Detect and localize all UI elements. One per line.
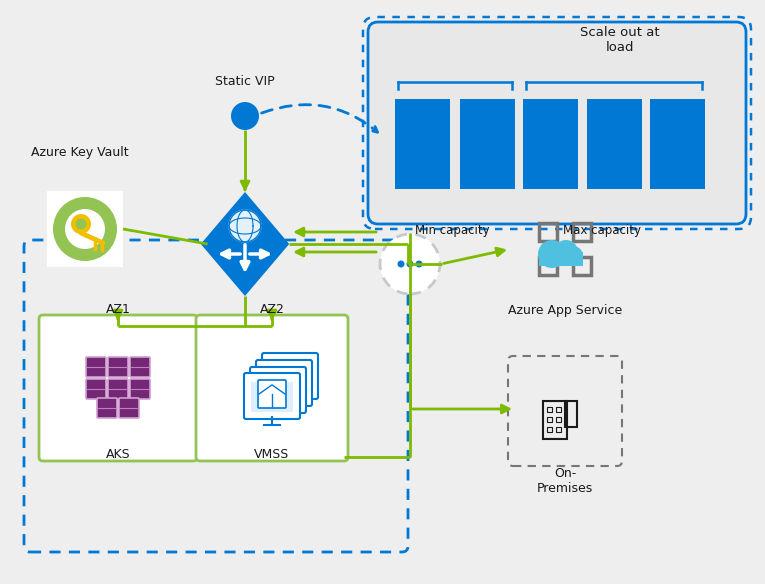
FancyBboxPatch shape — [39, 315, 197, 461]
FancyBboxPatch shape — [86, 357, 106, 377]
Bar — [543, 401, 567, 439]
Circle shape — [65, 209, 105, 249]
Bar — [251, 382, 293, 412]
Bar — [546, 416, 552, 422]
Bar — [539, 223, 557, 241]
FancyBboxPatch shape — [250, 367, 306, 413]
Circle shape — [53, 197, 117, 261]
Bar — [539, 252, 583, 266]
Circle shape — [231, 102, 259, 130]
Bar — [555, 406, 561, 412]
Bar — [565, 401, 577, 427]
FancyBboxPatch shape — [97, 398, 117, 418]
Bar — [523, 99, 578, 189]
Polygon shape — [200, 192, 289, 296]
FancyBboxPatch shape — [368, 22, 746, 224]
FancyBboxPatch shape — [119, 398, 139, 418]
Text: Min capacity: Min capacity — [415, 224, 490, 237]
Bar — [269, 362, 311, 392]
Bar — [47, 191, 123, 267]
Bar — [546, 406, 552, 412]
Circle shape — [76, 218, 86, 230]
Bar — [650, 99, 705, 189]
Bar — [573, 257, 591, 275]
Text: AZ2: AZ2 — [259, 303, 285, 316]
Text: Azure App Service: Azure App Service — [508, 304, 622, 317]
Bar — [460, 99, 515, 189]
Text: AKS: AKS — [106, 448, 130, 461]
Circle shape — [380, 234, 440, 294]
Bar — [263, 369, 305, 399]
Circle shape — [229, 210, 261, 242]
Text: Max capacity: Max capacity — [563, 224, 641, 237]
Bar — [395, 99, 450, 189]
Bar — [539, 257, 557, 275]
FancyBboxPatch shape — [86, 379, 106, 399]
FancyBboxPatch shape — [130, 379, 150, 399]
Circle shape — [563, 246, 583, 266]
Circle shape — [398, 260, 405, 267]
Text: On-
Premises: On- Premises — [537, 467, 593, 495]
FancyBboxPatch shape — [258, 380, 286, 408]
Bar — [546, 426, 552, 432]
FancyBboxPatch shape — [244, 373, 300, 419]
FancyBboxPatch shape — [108, 357, 128, 377]
FancyBboxPatch shape — [196, 315, 348, 461]
Text: Azure Key Vault: Azure Key Vault — [31, 146, 129, 159]
Circle shape — [71, 214, 91, 234]
Bar — [257, 376, 299, 406]
FancyBboxPatch shape — [256, 360, 312, 406]
Circle shape — [554, 240, 578, 264]
FancyBboxPatch shape — [108, 379, 128, 399]
Circle shape — [415, 260, 422, 267]
Text: Scale out at
load: Scale out at load — [580, 26, 659, 54]
Bar — [555, 416, 561, 422]
Circle shape — [406, 260, 414, 267]
Bar — [587, 99, 642, 189]
Circle shape — [538, 240, 566, 268]
Text: VMSS: VMSS — [255, 448, 290, 461]
FancyBboxPatch shape — [130, 357, 150, 377]
Bar — [573, 223, 591, 241]
Text: AZ1: AZ1 — [106, 303, 131, 316]
Bar — [555, 426, 561, 432]
FancyBboxPatch shape — [262, 353, 318, 399]
Text: Static VIP: Static VIP — [215, 75, 275, 88]
